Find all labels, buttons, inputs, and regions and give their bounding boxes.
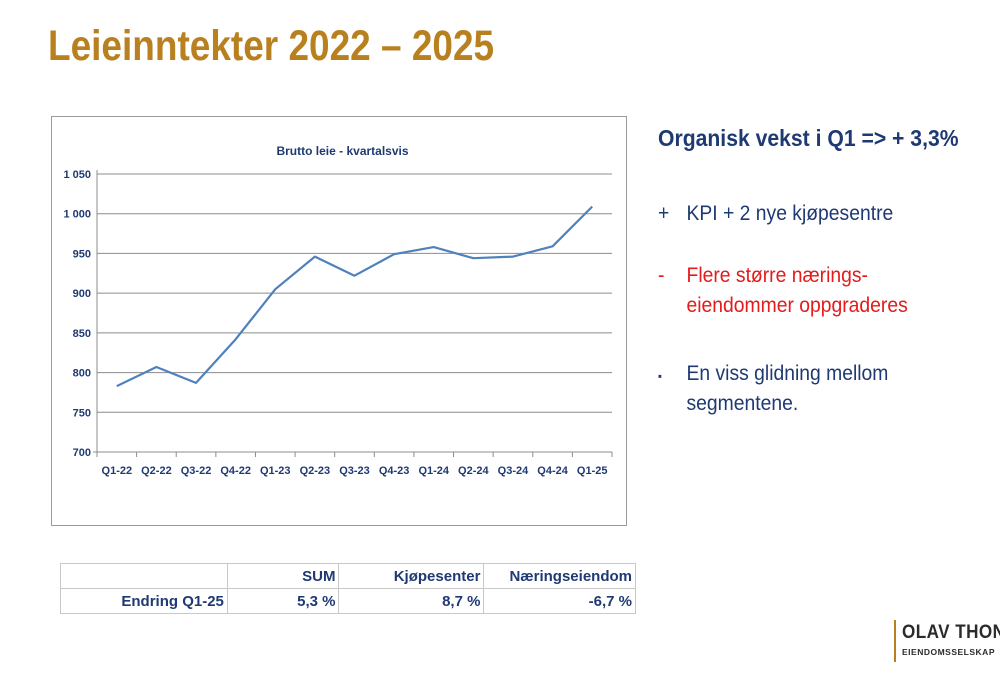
bullet-headline: Organisk vekst i Q1 => + 3,3% [658,125,959,151]
x-tick-label: Q1-24 [418,465,449,477]
x-tick-label: Q2-22 [141,465,172,477]
bullet-line: eiendommer oppgraderes [686,294,908,317]
table-header-cell [60,563,228,589]
bullet-text: KPI + 2 nye kjøpesentre [687,199,894,229]
y-tick-label: 1 050 [63,169,91,181]
line-chart: Brutto leie - kvartalsvis 700 750 800 850 900… [63,144,613,477]
bullet-line: KPI + 2 nye kjøpesentre [686,202,894,225]
series-line [116,205,593,388]
chart-panel: Brutto leie - kvartalsvis 700 750 800 850 900… [51,116,627,526]
company-logo: OLAV THON EIENDOMSSELSKAP [894,620,1000,662]
y-tick-label: 800 [73,368,91,380]
x-tick-label: Q4-23 [379,465,410,477]
y-tick-label: 750 [73,407,91,419]
table-header-row: SUM Kjøpesenter Næringseiendom [60,563,636,589]
x-tick-label: Q4-22 [220,465,251,477]
table-header-cell: SUM [226,563,340,589]
chart-title: Brutto leie - kvartalsvis [276,144,408,158]
bullet-text: Flere større nærings- eiendommer oppgrad… [687,261,908,321]
minus-icon: - [658,264,665,287]
bullet-line: segmentene. [686,392,799,415]
x-tick-label: Q2-23 [300,465,331,477]
y-tick-label: 1 000 [63,209,91,221]
x-tick-label: Q1-25 [577,465,608,477]
bullet-line: Flere større nærings- [686,264,868,287]
x-tick-label: Q3-23 [339,465,370,477]
y-tick-label: 900 [73,288,91,300]
change-table: SUM Kjøpesenter Næringseiendom Endring Q… [60,563,636,614]
plus-icon: + [658,202,670,225]
x-tick-label: Q3-24 [498,465,529,477]
y-tick-label: 950 [73,248,91,260]
x-tick-label: Q4-24 [537,465,568,477]
bullet-panel: Organisk vekst i Q1 => + 3,3% + KPI + 2 … [658,125,988,415]
slide-title: Leieinntekter 2022 – 2025 [48,22,495,70]
logo-subtitle: EIENDOMSSELSKAP [902,647,995,657]
logo-wordmark: OLAV THON [902,622,1000,643]
x-tick-label: Q2-24 [458,465,489,477]
table-header-cell: Kjøpesenter [338,563,485,589]
x-tick-label: Q1-22 [102,465,133,477]
table-row-label: Endring Q1-25 [60,588,228,614]
y-tick-label: 700 [73,447,91,459]
y-tick-label: 850 [73,328,91,340]
x-tick-label: Q1-23 [260,465,291,477]
table-row: Endring Q1-25 5,3 % 8,7 % -6,7 % [60,588,636,614]
table-cell: -6,7 % [483,588,636,614]
table-header-cell: Næringseiendom [483,563,636,589]
bullet-text: En viss glidning mellom segmentene. [687,359,889,419]
table-cell: 8,7 % [338,588,485,614]
bullet-line: En viss glidning mellom [686,362,889,385]
table-cell: 5,3 % [226,588,340,614]
x-tick-label: Q3-22 [181,465,212,477]
square-bullet-icon: ▪ [658,369,662,383]
